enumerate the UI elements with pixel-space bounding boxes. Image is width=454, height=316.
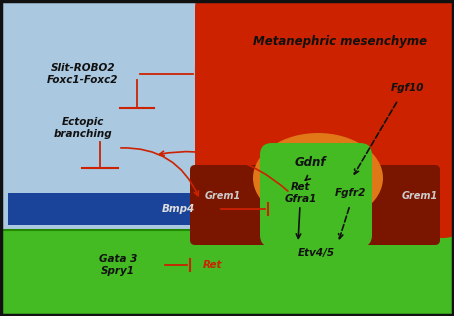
Text: Ret
Gfra1: Ret Gfra1 <box>285 182 317 204</box>
FancyBboxPatch shape <box>195 0 454 238</box>
Text: Gdnf: Gdnf <box>294 156 326 169</box>
FancyArrowPatch shape <box>159 151 288 191</box>
FancyBboxPatch shape <box>260 143 372 247</box>
Text: Grem1: Grem1 <box>402 191 438 201</box>
Text: Foxc1-Foxc2: Foxc1-Foxc2 <box>47 75 119 85</box>
FancyArrowPatch shape <box>121 148 198 196</box>
Text: Fgf10: Fgf10 <box>391 83 425 93</box>
Text: Gata 3
Spry1: Gata 3 Spry1 <box>99 254 137 276</box>
Text: Grem1: Grem1 <box>205 191 241 201</box>
Bar <box>8 193 286 225</box>
FancyBboxPatch shape <box>0 0 454 277</box>
FancyBboxPatch shape <box>0 230 454 316</box>
Text: Fgfr2: Fgfr2 <box>334 188 365 198</box>
Text: Ectopic
branching: Ectopic branching <box>54 117 112 139</box>
Bar <box>283 175 349 275</box>
FancyBboxPatch shape <box>190 165 440 245</box>
Text: Metanephric mesenchyme: Metanephric mesenchyme <box>253 35 427 48</box>
Text: Etv4/5: Etv4/5 <box>297 248 335 258</box>
Text: Bmp4: Bmp4 <box>161 204 195 214</box>
Text: Slit-ROBO2: Slit-ROBO2 <box>51 63 115 73</box>
Ellipse shape <box>253 133 383 223</box>
Text: Ret: Ret <box>203 260 223 270</box>
